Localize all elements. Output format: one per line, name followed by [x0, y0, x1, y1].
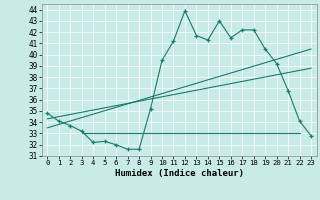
- X-axis label: Humidex (Indice chaleur): Humidex (Indice chaleur): [115, 169, 244, 178]
